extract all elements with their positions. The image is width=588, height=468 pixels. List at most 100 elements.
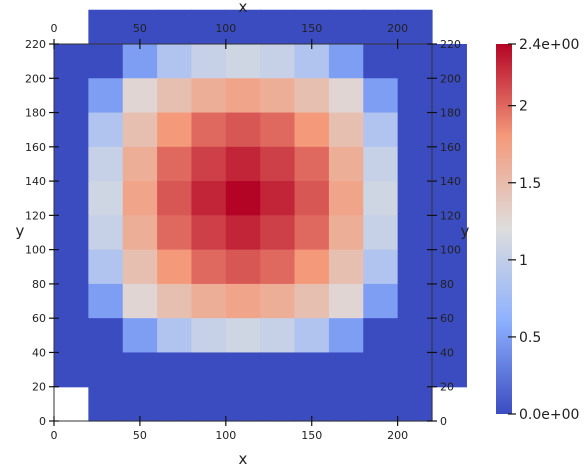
heatmap-cell [328,283,364,319]
heatmap-cell [260,112,296,148]
heatmap-cell [225,352,261,388]
heatmap-cell [260,283,296,319]
heatmap-cell [328,44,364,79]
x-tick-label-top: 50 [133,22,147,35]
heatmap-cell [225,386,261,422]
heatmap-cell [294,146,330,182]
heatmap-cell [191,215,227,251]
y-tick-label-left: 20 [32,381,46,394]
y-tick-label-left: 100 [25,244,46,257]
heatmap-cell [88,78,124,114]
colorbar-tick-label: 0.5 [519,330,541,346]
heatmap-cell [260,352,296,388]
heatmap-cell [294,352,330,388]
heatmap-cell [260,78,296,114]
heatmap-cell [122,283,158,319]
heatmap-cell [191,112,227,148]
heatmap-cell [363,215,399,251]
x-tick-label-top: 200 [387,22,408,35]
colorbar-gradient [496,44,512,414]
heatmap-cell [363,181,399,216]
heatmap-cell [122,44,158,79]
heatmap-cell [328,352,364,388]
heatmap-cell [260,44,296,79]
heatmap-cell [328,112,364,148]
heatmap-cell [363,249,399,285]
x-tick-label-bottom: 50 [133,429,147,442]
heatmap-cell [88,44,124,79]
heatmap-cell [225,44,261,79]
x-tick-label-bottom: 200 [387,429,408,442]
colorbar-tick-label: 2 [519,99,528,115]
colorbar-tick-label: 1 [519,253,528,269]
heatmap-cell [363,386,399,422]
heatmap-cell [328,9,364,45]
heatmap-cell [157,283,193,319]
heatmap-cell [191,352,227,388]
x-tick-label-bottom: 100 [215,429,236,442]
heatmap-cell [432,181,467,216]
heatmap-cell [157,78,193,114]
heatmap-cell [225,318,261,354]
heatmap-cell [54,146,89,182]
heatmap-cell [54,318,89,354]
heatmap-cell [432,318,467,354]
heatmap-cell [122,352,158,388]
x-tick-label-bottom: 150 [301,429,322,442]
heatmap-cell [294,386,330,422]
y-tick-label-left: 60 [32,312,46,325]
heatmap-cell [191,283,227,319]
heatmap-cell [397,249,433,285]
heatmap-cell [122,9,158,45]
heatmap-cell [191,78,227,114]
heatmap-cell [397,181,433,216]
y-tick-label-right: 100 [440,244,461,257]
heatmap-cell [260,386,296,422]
heatmap-cell [294,215,330,251]
heatmap-cell [294,249,330,285]
heatmap-cell [294,283,330,319]
heatmap-cell [397,352,433,388]
heatmap-cell [88,283,124,319]
heatmap-cell [397,283,433,319]
heatmap-cell [157,318,193,354]
heatmap-cell [122,386,158,422]
heatmap-cell [54,44,89,79]
heatmap-cell [432,283,467,319]
heatmap-cell [432,352,467,388]
heatmap-cells [54,9,467,422]
heatmap-cell [122,181,158,216]
heatmap-cell [191,146,227,182]
heatmap-cell [157,249,193,285]
heatmap-cell [88,352,124,388]
y-tick-label-right: 140 [440,175,461,188]
heatmap-cell [397,78,433,114]
heatmap-cell [191,44,227,79]
heatmap-cell [397,318,433,354]
heatmap-cell [363,78,399,114]
y-tick-label-left: 40 [32,346,46,359]
heatmap-cell [432,146,467,182]
y-tick-label-left: 200 [25,72,46,85]
heatmap-cell [397,44,433,79]
heatmap-cell [88,215,124,251]
heatmap-cell [363,44,399,79]
y-tick-label-left: 220 [25,38,46,51]
y-tick-label-right: 160 [440,141,461,154]
heatmap-cell [54,181,89,216]
heatmap-cell [88,318,124,354]
heatmap-cell [363,283,399,319]
heatmap-cell [88,112,124,148]
heatmap-cell [397,146,433,182]
heatmap-cell [122,215,158,251]
y-tick-label-right: 20 [440,381,454,394]
x-tick-label-top: 150 [301,22,322,35]
heatmap-cell [328,78,364,114]
heatmap-cell [294,112,330,148]
heatmap-cell [225,9,261,45]
heatmap-cell [191,181,227,216]
heatmap-cell [397,215,433,251]
heatmap-cell [363,318,399,354]
heatmap-cell [54,112,89,148]
